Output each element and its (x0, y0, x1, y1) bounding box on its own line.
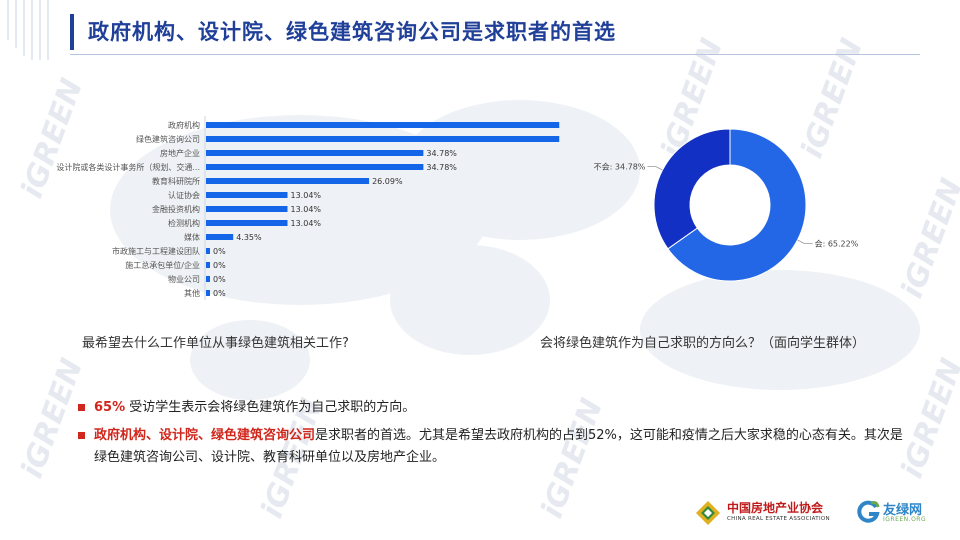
bar-chart-caption: 最希望去什么工作单位从事绿色建筑相关工作? (82, 336, 349, 351)
category-label: 教育科研院所 (152, 176, 200, 186)
watermark-text: iGREEN (895, 174, 960, 303)
value-label: 4.35% (236, 233, 262, 242)
bullet-text: 是求职者的首选。尤其是希望去政府机构的占到52%，这可能和疫情之后大家求稳的心态… (94, 428, 903, 465)
bullet-list: 65% 受访学生表示会将绿色建筑作为自己求职的方向。 政府机构、设计院、绿色建筑… (78, 397, 908, 475)
category-label: 房地产企业 (160, 148, 200, 158)
category-label: 金融投资机构 (152, 204, 200, 214)
bullet-square-icon (78, 432, 85, 439)
cre-logo-icon (696, 501, 720, 525)
slice-leader-line (797, 239, 813, 245)
donut-slice (667, 128, 807, 282)
category-label: 设计院或各类设计事务所（规划、交通... (56, 162, 200, 172)
bar (206, 136, 560, 142)
bar (206, 220, 288, 226)
value-label: 13.04% (291, 219, 322, 228)
igreen-name: 友绿网 (883, 503, 923, 518)
bullet-highlight: 65% (94, 400, 126, 415)
value-label: 26.09% (372, 177, 403, 186)
igreen-english-name: IGREEN.ORG (883, 516, 927, 523)
bar (206, 262, 210, 268)
igreen-logo-icon (857, 500, 880, 523)
value-label: 0% (213, 247, 226, 256)
bar (206, 206, 288, 212)
category-label: 施工总承包单位/企业 (125, 260, 200, 270)
bar (206, 122, 560, 128)
header: 政府机构、设计院、绿色建筑咨询公司是求职者的首选 (0, 0, 960, 60)
cre-logo: 中国房地产业协会 CHINA REAL ESTATE ASSOCIATION (695, 496, 845, 530)
donut-chart-caption: 会将绿色建筑作为自己求职的方向么？（面向学生群体） (540, 336, 866, 351)
bar-chart: 政府机构56.52%绿色建筑咨询公司56.52%房地产企业34.78%设计院或各… (56, 116, 560, 300)
category-label: 市政施工与工程建设团队 (112, 246, 200, 256)
category-label: 绿色建筑咨询公司 (136, 134, 200, 144)
value-label: 13.04% (291, 191, 322, 200)
category-label: 检测机构 (168, 218, 200, 228)
value-label: 0% (213, 261, 226, 270)
corner-decoration (7, 0, 49, 60)
category-label: 物业公司 (168, 274, 200, 284)
bullet-item: 65% 受访学生表示会将绿色建筑作为自己求职的方向。 (78, 397, 908, 419)
category-label: 媒体 (184, 232, 200, 242)
bar (206, 150, 424, 156)
bar (206, 290, 210, 296)
igreen-logo: 友绿网 IGREEN.ORG (855, 496, 945, 530)
value-label: 13.04% (291, 205, 322, 214)
bar (206, 234, 234, 240)
slice-leader-line (647, 165, 663, 171)
slice-label: 会: 65.22% (815, 239, 859, 249)
cre-name: 中国房地产业协会 (727, 501, 824, 515)
donut-slice (653, 128, 731, 250)
bar (206, 178, 370, 184)
cre-english-name: CHINA REAL ESTATE ASSOCIATION (727, 516, 830, 522)
bar (206, 164, 424, 170)
title-divider (70, 54, 920, 55)
title-accent-bar (70, 14, 74, 50)
value-label: 0% (213, 275, 226, 284)
category-label: 认证协会 (168, 190, 200, 200)
donut-chart: 会: 65.22% 不会: 34.78% (594, 128, 859, 282)
value-label: 34.78% (426, 149, 457, 158)
bullet-highlight: 政府机构、设计院、绿色建筑咨询公司 (94, 428, 316, 443)
value-label: 34.78% (426, 163, 457, 172)
category-label: 其他 (184, 288, 200, 298)
bar (206, 276, 210, 282)
slice-label: 不会: 34.78% (594, 161, 646, 171)
bar (206, 192, 288, 198)
value-label: 0% (213, 289, 226, 298)
page-title: 政府机构、设计院、绿色建筑咨询公司是求职者的首选 (88, 20, 616, 44)
bar (206, 248, 210, 254)
bullet-text: 受访学生表示会将绿色建筑作为自己求职的方向。 (125, 400, 416, 415)
category-label: 政府机构 (168, 120, 200, 130)
bullet-item: 政府机构、设计院、绿色建筑咨询公司是求职者的首选。尤其是希望去政府机构的占到52… (78, 425, 908, 469)
bullet-square-icon (78, 404, 85, 411)
